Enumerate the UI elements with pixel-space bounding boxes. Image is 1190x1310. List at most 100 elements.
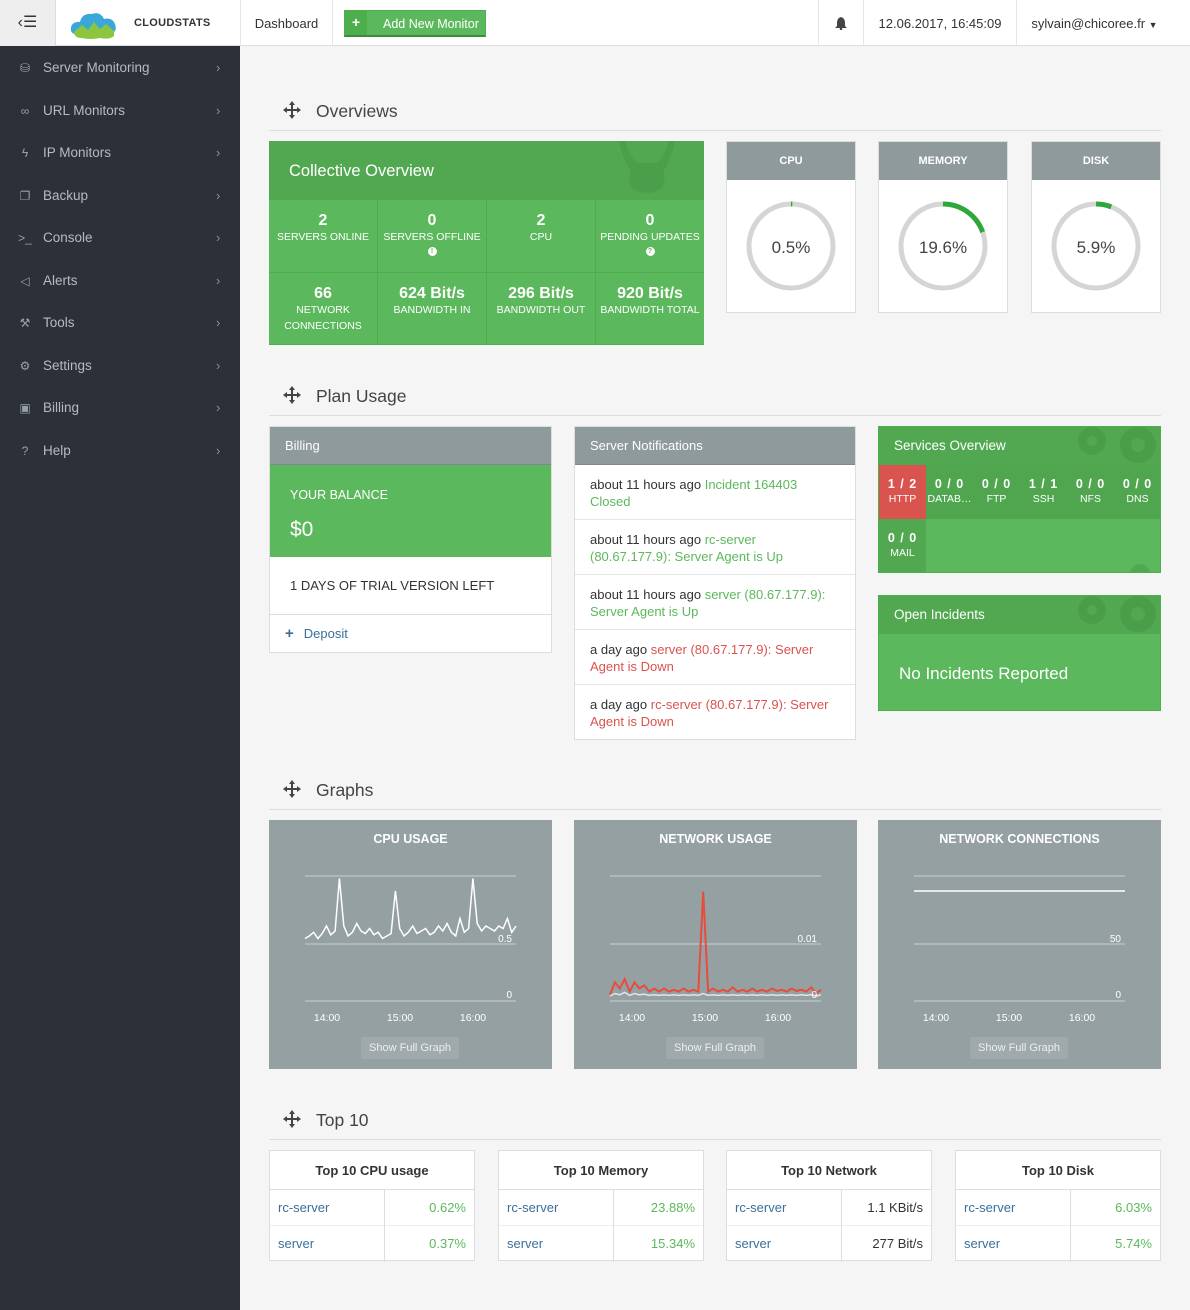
service-datab[interactable]: 0 / 0 DATAB… [926, 465, 973, 519]
user-email: sylvain@chicoree.fr [1031, 16, 1146, 31]
user-menu[interactable]: sylvain@chicoree.fr ▼ [1017, 0, 1172, 46]
notification-link[interactable]: server (80.67.177.9): Server Agent is Up [590, 587, 826, 619]
question-circle-icon[interactable]: ? [645, 247, 655, 256]
stat-bandwidth-total: 920 Bit/s BANDWIDTH TOTAL [596, 273, 704, 345]
server-link[interactable]: rc-server [278, 1200, 330, 1215]
notification-item: about 11 hours ago rc-server (80.67.177.… [575, 520, 855, 575]
section-plan-usage: Plan Usage [269, 382, 1161, 416]
sidebar-item-settings[interactable]: ⚙ Settings › [0, 345, 240, 388]
sidebar-item-tools[interactable]: ⚒ Tools › [0, 302, 240, 345]
cell-divider [1070, 1226, 1071, 1262]
service-value: 0 / 0 [1075, 477, 1106, 491]
stat-servers-offline: 0 SERVERS OFFLINE! [378, 200, 487, 273]
section-title: Graphs [316, 780, 374, 800]
server-link[interactable]: rc-server [735, 1200, 787, 1215]
notification-item: a day ago rc-server (80.67.177.9): Serve… [575, 685, 855, 740]
add-new-monitor-button[interactable]: + Add New Monitor [344, 10, 486, 37]
collective-overview-header: Collective Overview [269, 141, 704, 200]
services-overview-title: Services Overview [894, 438, 1006, 453]
gears-icon: ⚙ [19, 358, 31, 373]
sidebar-item-console[interactable]: >_ Console › [0, 217, 240, 260]
x-tick-label: 14:00 [923, 1012, 949, 1024]
stat-label: SERVERS OFFLINE [383, 231, 481, 243]
sidebar-item-backup[interactable]: ❐ Backup › [0, 175, 240, 218]
server-link[interactable]: rc-server [964, 1200, 1016, 1215]
menu-toggle-icon: ‹☰ [17, 14, 38, 31]
server-link[interactable]: server [507, 1236, 544, 1251]
cell-divider [613, 1226, 614, 1262]
gear-watermark-icon [1130, 564, 1150, 572]
chevron-right-icon: › [216, 272, 221, 288]
notification-time: about 11 hours ago [590, 477, 702, 492]
stat-value: 920 Bit/s [617, 285, 683, 302]
move-icon[interactable] [283, 780, 301, 798]
service-ftp[interactable]: 0 / 0 FTP [973, 465, 1020, 519]
sidebar-item-ip-monitors[interactable]: ϟ IP Monitors › [0, 132, 240, 175]
move-icon[interactable] [283, 1110, 301, 1128]
metric-value: 5.74% [1115, 1236, 1152, 1251]
cloud-logo-icon [70, 13, 116, 39]
table-row: rc-server 6.03% [956, 1190, 1160, 1226]
top10-title: Top 10 Disk [956, 1151, 1160, 1190]
notification-link[interactable]: server (80.67.177.9): Server Agent is Do… [590, 642, 814, 674]
sidebar-item-billing[interactable]: ▣ Billing › [0, 387, 240, 430]
show-full-graph-button[interactable]: Show Full Graph [970, 1037, 1068, 1059]
notification-link[interactable]: rc-server (80.67.177.9): Server Agent is… [590, 697, 829, 729]
brand-name: CLOUDSTATS [134, 17, 211, 29]
stat-bandwidth-in: 624 Bit/s BANDWIDTH IN [378, 273, 487, 345]
graph-network-connections: NETWORK CONNECTIONS 50 0 14:00 15:00 16:00 Sho… [878, 820, 1161, 1069]
billing-title: Billing [270, 427, 551, 465]
graph-plot: 0.01 0 14:00 15:00 16:00 [609, 875, 822, 1024]
cell-divider [384, 1190, 385, 1226]
chevron-right-icon: › [216, 187, 221, 203]
notification-link[interactable]: rc-server (80.67.177.9): Server Agent is… [590, 532, 783, 564]
server-link[interactable]: rc-server [507, 1200, 559, 1215]
billing-panel: Billing YOUR BALANCE $0 1 DAYS OF TRIAL … [269, 426, 552, 653]
server-link[interactable]: server [278, 1236, 315, 1251]
show-full-graph-button[interactable]: Show Full Graph [666, 1037, 764, 1059]
chevron-right-icon: › [216, 102, 221, 118]
graph-network-usage: NETWORK USAGE 0.01 0 14:00 15:00 16:00 Show Fu… [574, 820, 857, 1069]
sidebar-item-alerts[interactable]: ◁ Alerts › [0, 260, 240, 303]
service-value: 1 / 1 [1028, 477, 1059, 491]
table-row: rc-server 0.62% [270, 1190, 474, 1226]
sidebar-item-help[interactable]: ? Help › [0, 430, 240, 473]
move-icon[interactable] [283, 101, 301, 119]
table-row: rc-server 23.88% [499, 1190, 703, 1226]
caret-down-icon: ▼ [1148, 20, 1158, 30]
service-nfs[interactable]: 0 / 0 NFS [1067, 465, 1114, 519]
move-icon[interactable] [283, 386, 301, 404]
service-mail[interactable]: 0 / 0 MAIL [879, 519, 926, 572]
table-row: server 277 Bit/s [727, 1226, 931, 1262]
chevron-right-icon: › [216, 60, 221, 75]
no-incidents-message: No Incidents Reported [899, 664, 1069, 683]
server-link[interactable]: server [964, 1236, 1001, 1251]
info-circle-icon[interactable]: ! [427, 247, 437, 256]
brand[interactable]: CLOUDSTATS [56, 0, 241, 46]
service-dns[interactable]: 0 / 0 DNS [1114, 465, 1160, 519]
sidebar-item-label: Billing [43, 400, 80, 415]
notification-time: about 11 hours ago [590, 587, 702, 602]
service-ssh[interactable]: 1 / 1 SSH [1020, 465, 1067, 519]
nav-dashboard-link[interactable]: Dashboard [241, 0, 333, 46]
question-icon: ? [21, 443, 29, 458]
service-value: 0 / 0 [934, 477, 965, 491]
service-label: NFS [1080, 493, 1101, 505]
show-full-graph-button[interactable]: Show Full Graph [361, 1037, 459, 1059]
gauge-arc [1051, 201, 1141, 291]
notification-item: about 11 hours ago Incident 164403 Close… [575, 465, 855, 520]
stat-label: PENDING UPDATES [600, 231, 700, 243]
sidebar-item-url-monitors[interactable]: ∞ URL Monitors › [0, 90, 240, 133]
sidebar-item-label: Backup [43, 187, 89, 203]
table-row: server 5.74% [956, 1226, 1160, 1262]
section-top10: Top 10 [269, 1106, 1161, 1140]
sidebar-toggle-button[interactable]: ‹☰ [0, 0, 56, 46]
server-link[interactable]: server [735, 1236, 772, 1251]
sidebar-item-server-monitoring[interactable]: ⛁ Server Monitoring › [0, 47, 240, 90]
service-http[interactable]: 1 / 2 HTTP [879, 465, 926, 519]
server-icon: ⛁ [19, 61, 31, 75]
deposit-link[interactable]: + Deposit [270, 615, 551, 651]
section-title: Overviews [316, 101, 398, 121]
notification-link[interactable]: Incident 164403 Closed [590, 477, 798, 509]
notifications-bell-button[interactable] [818, 0, 864, 46]
